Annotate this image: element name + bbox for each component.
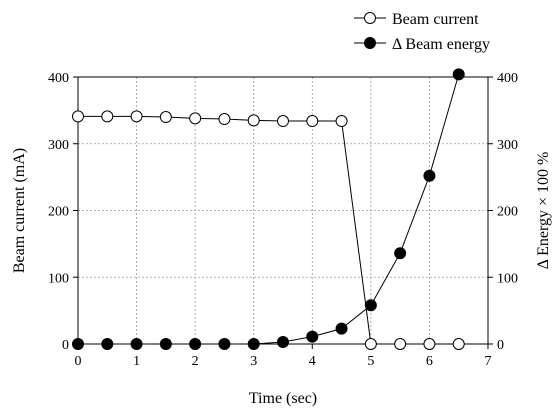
x-tick-label: 4 xyxy=(309,354,316,369)
legend-marker-beam-current xyxy=(364,12,376,24)
y-left-tick-label: 200 xyxy=(48,205,69,220)
y-axis-right-title: Δ Energy × 100 % xyxy=(535,152,552,270)
x-tick-label: 5 xyxy=(367,354,374,369)
data-point-beam-current xyxy=(218,113,231,126)
legend-label-beam-energy: Δ Beam energy xyxy=(392,36,490,53)
data-point-beam-energy xyxy=(101,338,114,350)
x-tick-label: 0 xyxy=(75,354,82,369)
data-point-beam-energy xyxy=(335,322,348,335)
data-point-beam-current xyxy=(277,115,289,128)
data-point-beam-energy xyxy=(364,299,377,312)
data-point-beam-current xyxy=(335,115,348,128)
x-tick-label: 2 xyxy=(192,354,199,369)
data-point-beam-energy xyxy=(218,338,231,350)
y-right-tick-label: 0 xyxy=(497,338,504,353)
y-left-tick-label: 0 xyxy=(62,338,69,353)
y-right-tick-label: 200 xyxy=(497,205,518,220)
data-point-beam-energy xyxy=(277,335,289,348)
x-axis-title: Time (sec) xyxy=(249,390,317,407)
y-left-tick-label: 100 xyxy=(48,271,69,286)
data-point-beam-energy xyxy=(130,338,143,350)
data-point-beam-energy xyxy=(159,338,172,350)
data-point-beam-energy xyxy=(394,247,407,260)
data-point-beam-current xyxy=(247,114,260,127)
y-right-tick-label: 100 xyxy=(497,271,518,286)
data-point-beam-current xyxy=(159,111,172,124)
y-right-tick-label: 300 xyxy=(497,138,518,153)
data-point-beam-energy xyxy=(72,338,84,350)
series-beam-current xyxy=(72,110,465,350)
data-point-beam-energy xyxy=(189,338,202,350)
x-tick-label: 7 xyxy=(485,354,492,369)
data-point-beam-current xyxy=(72,110,84,123)
legend-label-beam-current: Beam current xyxy=(392,11,479,28)
legend-marker-beam-energy xyxy=(364,37,376,49)
series-line-beam-current xyxy=(78,115,459,345)
x-tick-label: 6 xyxy=(426,354,433,369)
data-point-beam-current xyxy=(306,115,319,128)
x-tick-label: 3 xyxy=(250,354,257,369)
data-point-beam-current xyxy=(394,338,407,350)
data-point-beam-current xyxy=(364,338,377,350)
legend-item-beam-energy: Δ Beam energy xyxy=(354,36,490,53)
data-point-beam-energy xyxy=(423,169,436,182)
y-right-tick-label: 400 xyxy=(497,71,518,86)
data-point-beam-current xyxy=(130,110,143,123)
data-point-beam-energy xyxy=(247,338,260,350)
data-point-beam-current xyxy=(423,338,436,350)
legend: Beam current Δ Beam energy xyxy=(354,11,490,53)
x-tick-label: 1 xyxy=(133,354,140,369)
data-point-beam-current xyxy=(189,112,202,125)
y-left-tick-label: 300 xyxy=(48,138,69,153)
y-left-tick-label: 400 xyxy=(48,71,69,86)
data-point-beam-energy xyxy=(306,330,319,343)
data-point-beam-current xyxy=(452,338,465,350)
data-point-beam-current xyxy=(101,110,114,123)
y-axis-left-title: Beam current (mA) xyxy=(11,148,28,273)
legend-item-beam-current: Beam current xyxy=(354,11,479,28)
data-point-beam-energy xyxy=(452,68,465,81)
series-beam-energy xyxy=(72,68,465,350)
series xyxy=(72,68,465,350)
